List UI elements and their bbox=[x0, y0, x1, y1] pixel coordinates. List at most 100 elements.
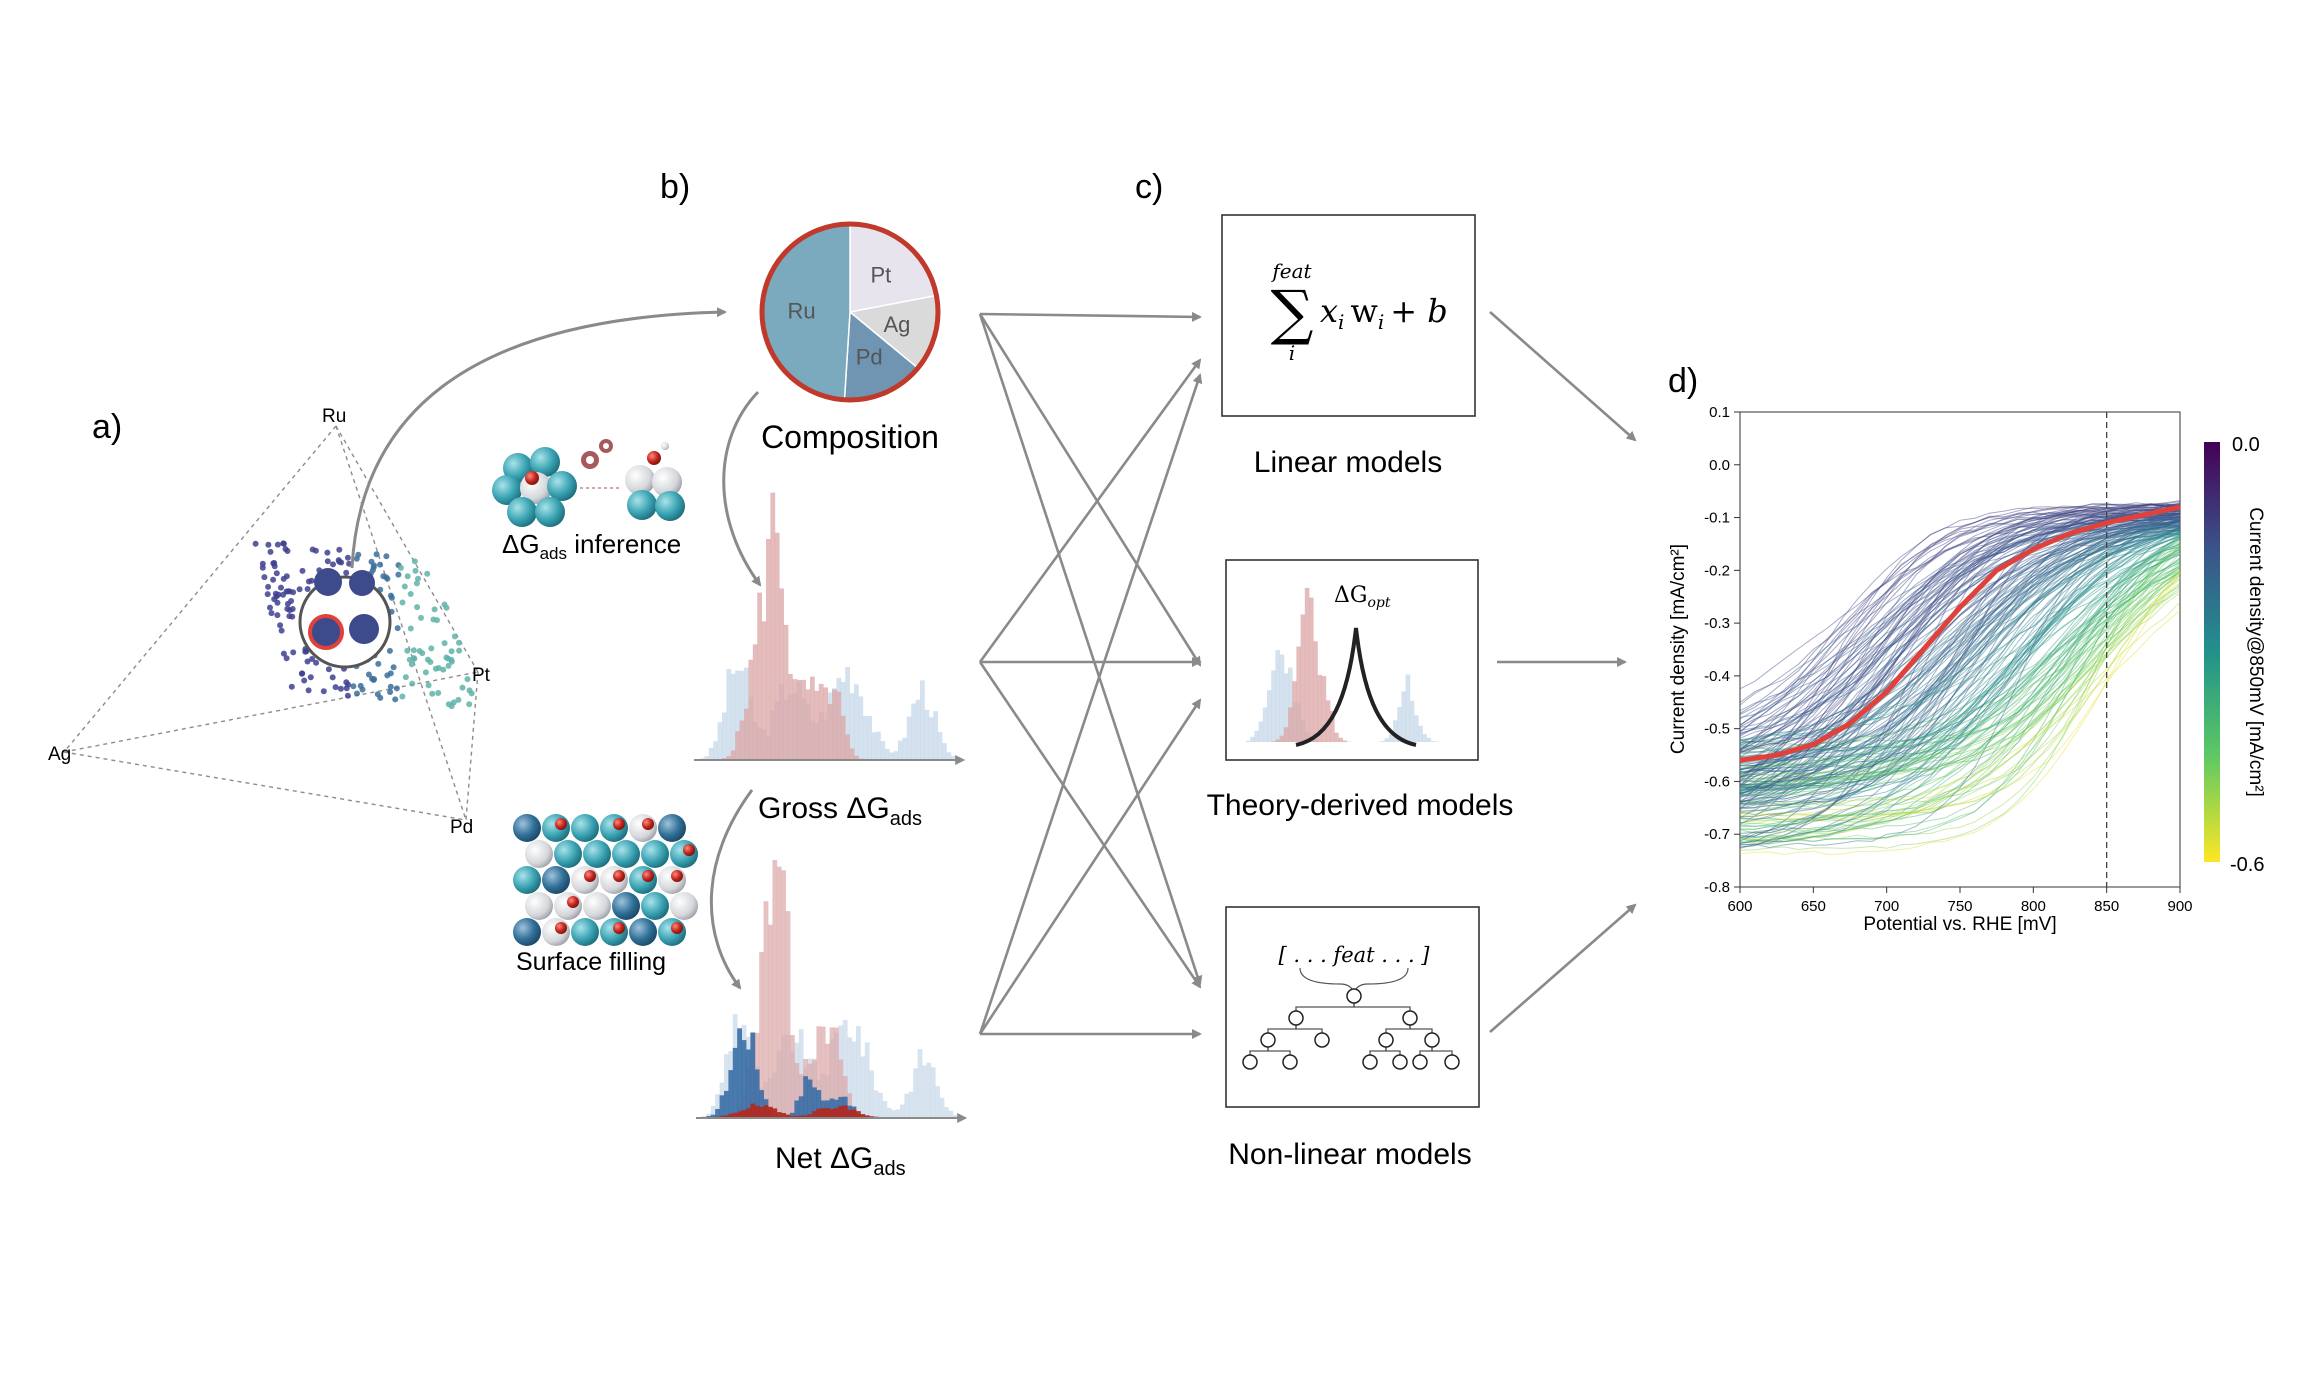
surface-atom bbox=[583, 840, 611, 868]
composition-dot bbox=[307, 674, 314, 681]
histogram-bin bbox=[825, 1108, 830, 1119]
histogram-bin bbox=[750, 1103, 756, 1118]
histogram-bin bbox=[1338, 737, 1343, 743]
y-tick-label: -0.1 bbox=[1704, 510, 1730, 527]
histogram-bin bbox=[823, 687, 828, 761]
histogram-bin bbox=[768, 1106, 773, 1118]
histogram-bin bbox=[741, 1040, 747, 1118]
histogram-bin bbox=[920, 680, 925, 761]
histogram-bin bbox=[930, 1067, 936, 1119]
histogram-bin bbox=[798, 1096, 804, 1118]
histogram-bin bbox=[1313, 641, 1318, 743]
series-line bbox=[1739, 550, 2181, 783]
composition-dot bbox=[387, 689, 394, 695]
composition-dot bbox=[299, 567, 306, 574]
composition-dot bbox=[354, 690, 360, 697]
tree-node bbox=[1346, 988, 1362, 1004]
histogram-bin bbox=[1279, 654, 1285, 742]
series-line bbox=[1739, 538, 2181, 843]
composition-dot bbox=[404, 647, 411, 654]
series-line bbox=[1739, 567, 2181, 795]
histogram-bin bbox=[882, 1101, 888, 1119]
histogram-bin bbox=[944, 1107, 949, 1119]
histogram-bin bbox=[1296, 646, 1301, 743]
series-line bbox=[1739, 558, 2181, 769]
composition-dot bbox=[395, 571, 402, 578]
histogram-bin bbox=[739, 720, 745, 761]
composition-dot bbox=[404, 573, 411, 580]
tree-node bbox=[1288, 1010, 1304, 1026]
histogram-bin bbox=[856, 1026, 861, 1118]
series-line bbox=[1739, 520, 2181, 795]
composition-dot bbox=[283, 655, 290, 662]
series-line bbox=[1739, 521, 2181, 719]
histogram-bin bbox=[1271, 670, 1276, 743]
colorbar bbox=[2204, 442, 2220, 862]
composition-dot bbox=[390, 664, 397, 671]
series-line bbox=[1739, 571, 2181, 788]
histogram-bin bbox=[794, 1115, 800, 1119]
histogram-bin bbox=[836, 691, 842, 761]
histogram-bin bbox=[1288, 707, 1293, 742]
composition-dot bbox=[274, 612, 281, 619]
histogram-bin bbox=[884, 748, 890, 760]
histogram-bin bbox=[715, 1109, 720, 1118]
histogram-bin bbox=[847, 1037, 852, 1118]
composition-dot bbox=[305, 687, 312, 694]
composition-dot bbox=[451, 633, 458, 640]
histogram-bin bbox=[706, 1116, 712, 1118]
histogram-bin bbox=[737, 1028, 742, 1118]
histogram-bin bbox=[838, 1106, 844, 1118]
panel-label-b: b) bbox=[660, 168, 690, 206]
histogram-bin bbox=[741, 1110, 747, 1119]
surface-atom bbox=[513, 918, 541, 946]
composition-dot bbox=[278, 584, 284, 591]
series-line bbox=[1739, 513, 2181, 734]
histogram-bin bbox=[946, 752, 952, 761]
series-line bbox=[1739, 529, 2181, 774]
y-tick-label: -0.8 bbox=[1704, 879, 1730, 896]
composition-dot bbox=[377, 694, 384, 701]
adsorbate bbox=[642, 870, 654, 882]
histogram-bin bbox=[726, 668, 732, 761]
pie-slice-label: Pt bbox=[871, 263, 892, 288]
histogram-bin bbox=[842, 1105, 848, 1118]
histogram-bin bbox=[702, 1116, 707, 1118]
histogram-bin bbox=[864, 1042, 870, 1119]
histogram-bin bbox=[871, 732, 877, 761]
composition-dot bbox=[274, 541, 281, 548]
histogram-bin bbox=[913, 1068, 918, 1119]
histogram-bin bbox=[948, 1110, 954, 1119]
histogram-bin bbox=[1393, 720, 1398, 742]
composition-dot bbox=[445, 701, 452, 708]
composition-dot bbox=[320, 688, 327, 695]
composition-dot bbox=[324, 549, 331, 556]
histogram-bin bbox=[796, 679, 802, 761]
tree-node bbox=[1424, 1032, 1440, 1048]
histogram-bin bbox=[728, 1113, 734, 1118]
histogram-bin bbox=[805, 689, 811, 760]
histogram-bin bbox=[715, 1094, 720, 1119]
histogram-bin bbox=[766, 539, 771, 761]
histogram-bin bbox=[1409, 700, 1415, 743]
series-line bbox=[1739, 503, 2181, 758]
histogram-bin bbox=[1380, 740, 1385, 743]
sum-index: i bbox=[1289, 341, 1295, 365]
y-tick-label: -0.6 bbox=[1704, 773, 1730, 790]
series-line bbox=[1739, 519, 2181, 844]
composition-dot bbox=[402, 674, 409, 681]
sum-upper-limit: feat bbox=[1270, 259, 1312, 283]
histogram-bin bbox=[893, 751, 899, 760]
series-line bbox=[1739, 506, 2181, 733]
histogram-bin bbox=[915, 699, 921, 761]
surface-atom bbox=[525, 892, 553, 920]
series-line bbox=[1739, 509, 2181, 732]
histogram-bin bbox=[1267, 690, 1272, 742]
x-tick-label: 650 bbox=[1801, 898, 1826, 915]
histogram-bin bbox=[854, 755, 859, 761]
arrow-gross-to-net bbox=[709, 789, 754, 990]
histogram-bin bbox=[724, 1115, 729, 1119]
histogram-bin bbox=[840, 715, 846, 761]
series-line bbox=[1739, 519, 2181, 800]
